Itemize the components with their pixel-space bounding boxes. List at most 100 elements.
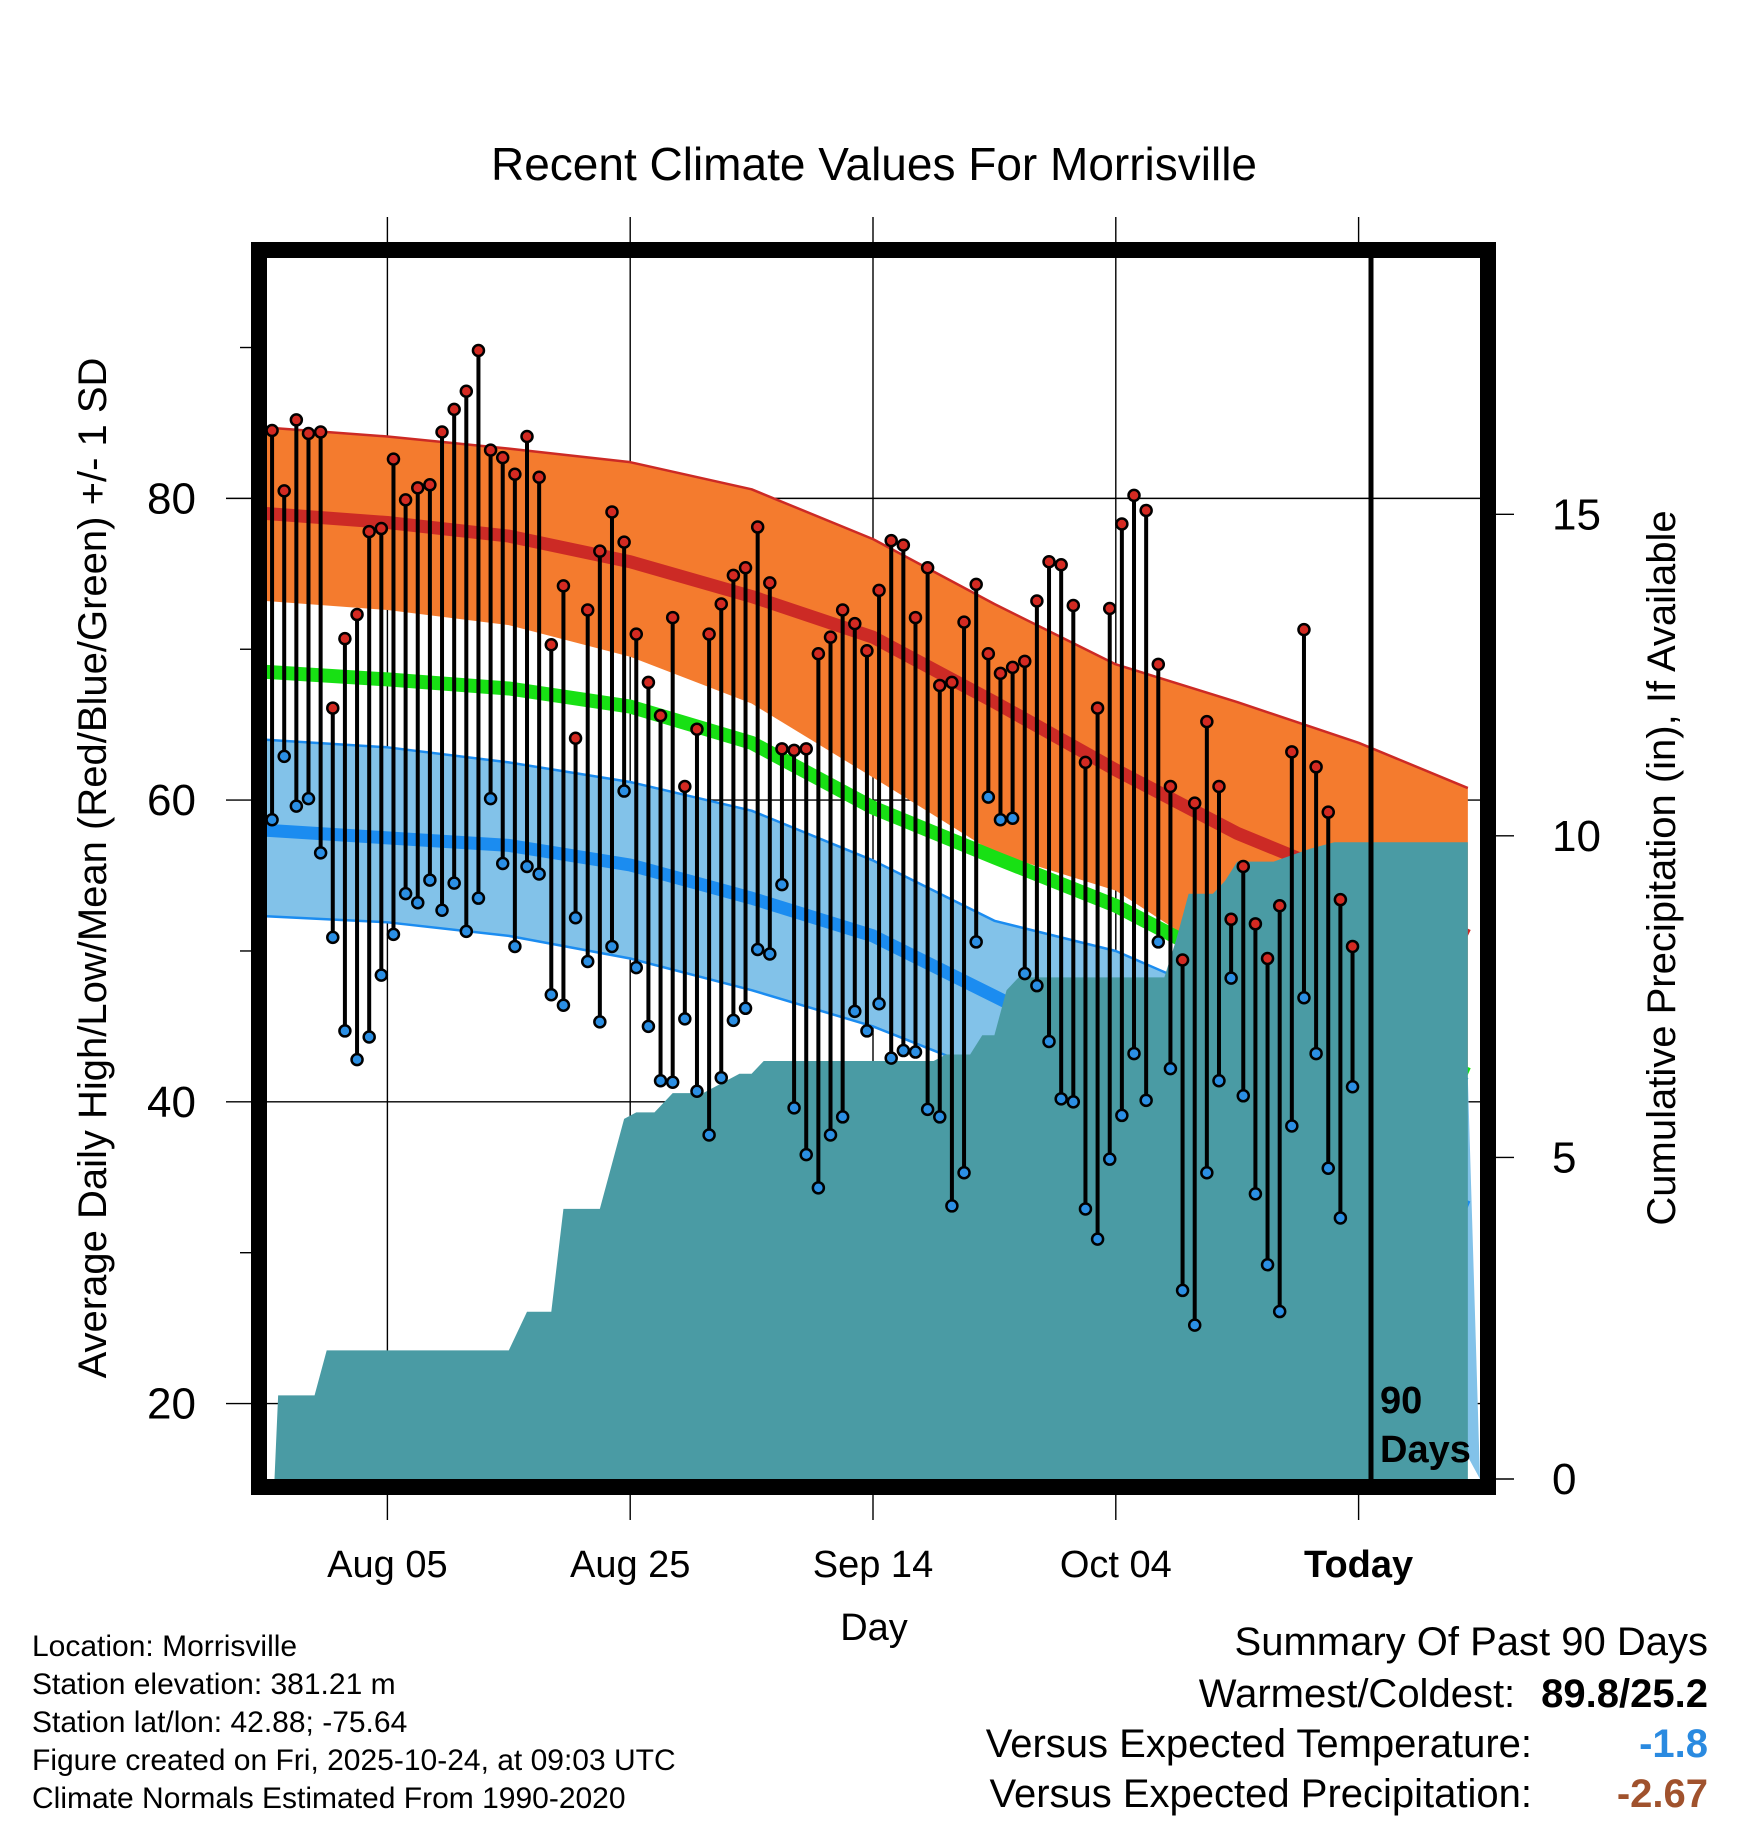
daily-low-point [1212, 1073, 1226, 1088]
x-tick-label: Oct 04 [1060, 1544, 1172, 1586]
daily-low-point [738, 1001, 753, 1016]
daily-high-point [362, 524, 376, 539]
daily-high-point [641, 675, 656, 690]
warm-cold-value: 89.8/25.2 [1541, 1672, 1708, 1716]
daily-low-point [678, 1012, 692, 1026]
daily-low-point [471, 891, 486, 905]
y-tick-label: 80 [147, 474, 196, 523]
daily-low-point [1333, 1211, 1348, 1225]
daily-low-point [993, 812, 1008, 827]
x-tick-label: Today [1304, 1544, 1413, 1586]
daily-high-point [1236, 859, 1251, 874]
daily-high-point [301, 426, 316, 441]
daily-low-point [326, 930, 340, 945]
daily-low-point [726, 1013, 741, 1028]
x-tick-label: Aug 25 [570, 1544, 690, 1586]
daily-low-point [1236, 1089, 1251, 1103]
daily-low-point [702, 1128, 716, 1142]
daily-low-point [884, 1051, 898, 1065]
daily-high-point [920, 561, 935, 575]
daily-high-point [326, 701, 340, 715]
daily-low-point [690, 1084, 704, 1099]
today-days-word: Days [1380, 1429, 1471, 1471]
daily-low-point [568, 911, 583, 925]
daily-high-point [811, 647, 826, 661]
daily-high-point [690, 722, 704, 736]
daily-high-point [1260, 951, 1275, 966]
daily-high-point [702, 627, 716, 641]
daily-low-point [289, 799, 304, 813]
daily-low-point [532, 867, 546, 881]
daily-low-point [617, 784, 631, 798]
daily-high-point [1309, 760, 1323, 774]
daily-high-point [617, 535, 631, 549]
daily-high-point [495, 450, 510, 465]
daily-low-point [811, 1181, 826, 1195]
daily-high-point [556, 579, 571, 593]
summary-title: Summary Of Past 90 Days [1235, 1620, 1708, 1665]
daily-high-point [1297, 622, 1311, 637]
daily-high-point [580, 603, 595, 617]
daily-low-point [338, 1024, 352, 1038]
x-tick-label: Sep 14 [813, 1544, 933, 1586]
daily-low-point [313, 846, 328, 860]
daily-high-point [1115, 517, 1129, 531]
daily-high-point [1030, 594, 1044, 608]
daily-low-point [1345, 1080, 1360, 1094]
daily-low-point [447, 876, 461, 890]
daily-range-stems [270, 350, 1355, 1326]
y2-tick-label: 15 [1552, 490, 1601, 539]
daily-low-point [860, 1024, 874, 1038]
daily-low-point [605, 939, 619, 954]
daily-low-point [920, 1102, 935, 1117]
normals-period: Climate Normals Estimated From 1990-2020 [32, 1782, 626, 1815]
daily-low-point [750, 942, 765, 957]
daily-high-point [447, 402, 461, 417]
temp-anomaly-label: Versus Expected Temperature: [985, 1722, 1532, 1766]
daily-low-point [969, 935, 983, 949]
y2-tick-label: 10 [1552, 812, 1601, 861]
axes: 20 40 60 80 0 5 10 15 Aug 05 Aug 25 Sep 14 Oct 04 To… [147, 217, 1601, 1586]
plot-frame [251, 242, 1496, 1495]
daily-low-point [1090, 1232, 1105, 1246]
today-days-number: 90 [1380, 1380, 1422, 1422]
daily-high-point [508, 467, 522, 481]
daily-high-point [1090, 701, 1105, 715]
daily-high-point [957, 615, 971, 629]
daily-high-point [1018, 654, 1032, 669]
daily-high-point [1200, 714, 1214, 729]
daily-high-point [277, 484, 291, 498]
daily-low-point [1151, 935, 1166, 949]
daily-points [265, 343, 1360, 1332]
daily-high-point [1212, 779, 1226, 794]
daily-high-point [945, 675, 959, 690]
daily-high-point [1272, 898, 1287, 913]
daily-high-point [471, 343, 486, 358]
daily-high-point [350, 607, 364, 622]
precip-anomaly-value: -2.67 [1616, 1772, 1708, 1816]
daily-high-point [1321, 805, 1335, 819]
daily-low-point [1175, 1283, 1190, 1298]
y-tick-label: 20 [147, 1380, 196, 1429]
summary-warm-cold: Warmest/Coldest: 89.8/25.2 [1199, 1672, 1708, 1717]
daily-low-point [1030, 978, 1044, 993]
summary-precipitation: Versus Expected Precipitation: -2.67 [989, 1772, 1708, 1817]
daily-high-point [714, 597, 728, 611]
daily-low-point [1187, 1318, 1202, 1332]
summary-temperature: Versus Expected Temperature: -1.8 [986, 1722, 1708, 1767]
daily-high-point [532, 470, 546, 485]
daily-low-point [374, 968, 389, 982]
daily-high-point [896, 538, 911, 552]
daily-low-point [483, 791, 498, 806]
daily-high-point [1163, 779, 1178, 794]
daily-low-point [1285, 1119, 1299, 1133]
daily-high-point [1078, 755, 1093, 770]
daily-low-point [301, 791, 316, 806]
daily-low-point [1272, 1304, 1287, 1319]
daily-low-point [1260, 1258, 1275, 1272]
daily-low-point [775, 877, 789, 892]
chart-title: Recent Climate Values For Morrisville [491, 138, 1257, 190]
daily-high-point [860, 644, 874, 658]
daily-low-point [1042, 1034, 1056, 1049]
daily-low-point [1163, 1061, 1178, 1076]
